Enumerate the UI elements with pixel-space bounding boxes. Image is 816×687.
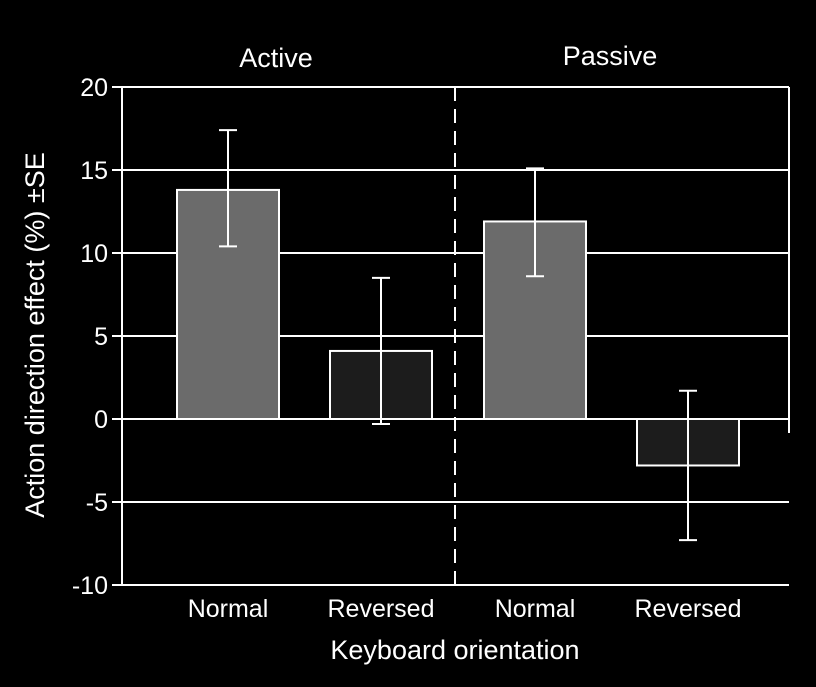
y-tick-label-0: 0 [94,406,108,434]
bar-passive-normal [483,220,587,420]
error-bars [219,129,697,542]
y-tick-label-20: 20 [80,74,108,102]
panel-title-active: Active [239,43,313,73]
x-label-passive-reversed: Reversed [635,595,742,623]
x-axis-title: Keyboard orientation [330,635,579,665]
x-axis-category-labels: Normal Reversed Normal Reversed [188,595,742,623]
y-tick-label-minus-5: -5 [86,489,108,517]
y-tick-label-minus-10: -10 [72,572,108,600]
x-label-active-normal: Normal [188,595,269,623]
x-label-passive-normal: Normal [495,595,576,623]
y-tick-label-10: 10 [80,240,108,268]
y-tick-label-5: 5 [94,323,108,351]
panel-title-passive: Passive [563,41,658,71]
y-axis-ticks: 20 15 10 5 0 -5 -10 [72,74,122,600]
x-label-active-reversed: Reversed [328,595,435,623]
y-tick-label-15: 15 [80,157,108,185]
y-axis-title: Action direction effect (%) ±SE [20,152,50,517]
